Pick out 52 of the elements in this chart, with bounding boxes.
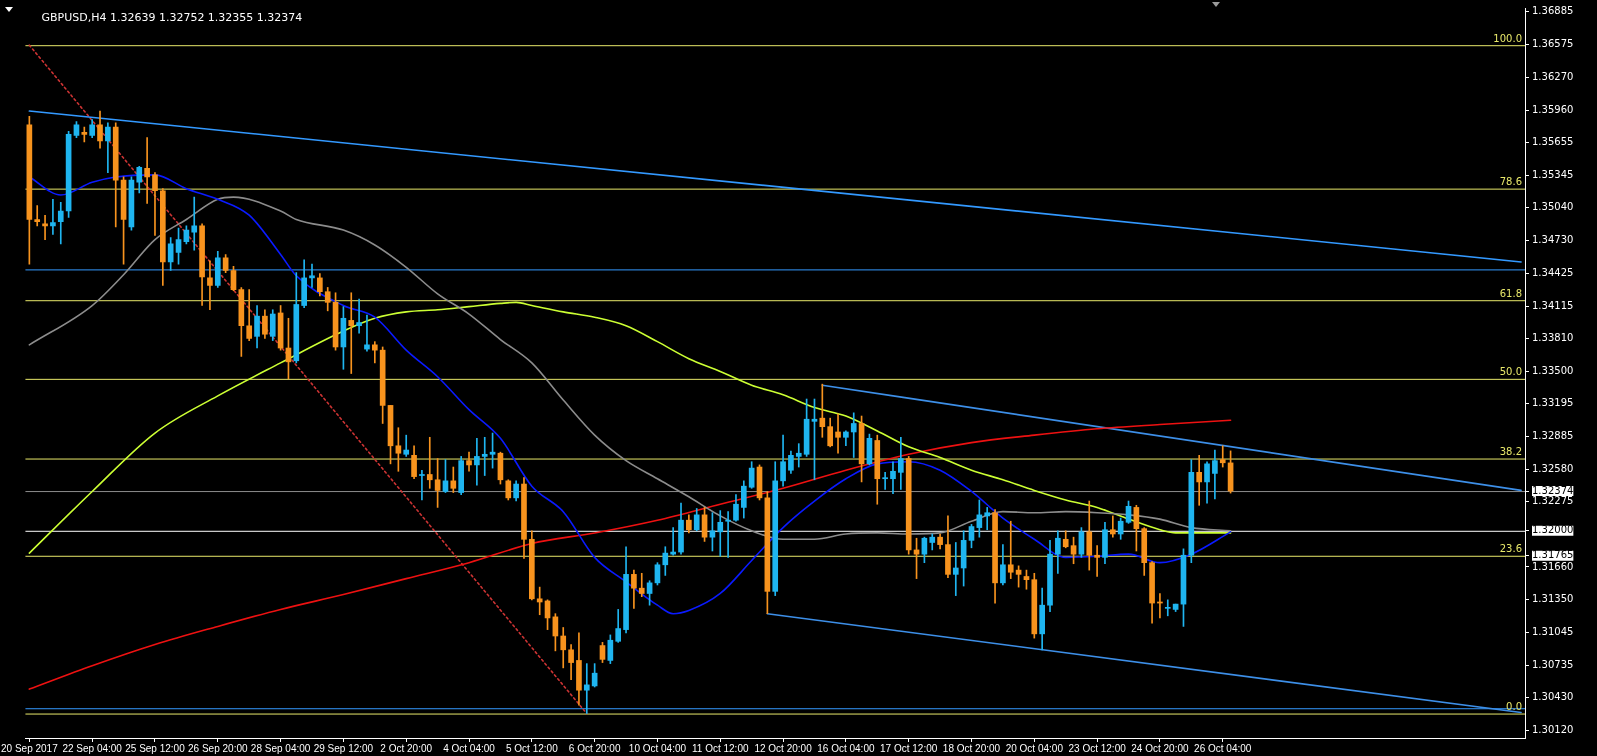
x-tick-label: 25 Sep 12:00	[125, 742, 186, 754]
y-tick-label: 1.33195	[1532, 397, 1574, 409]
y-tick-label: 1.30735	[1532, 658, 1574, 670]
x-tick-label: 23 Oct 12:00	[1068, 742, 1127, 754]
x-tick-label: 5 Oct 12:00	[505, 742, 559, 754]
y-tick-label: 1.32275	[1532, 495, 1574, 507]
y-tick-label: 1.35655	[1532, 136, 1574, 148]
y-tick-label: 1.32374	[1532, 484, 1574, 496]
y-tick-label: 1.34115	[1532, 299, 1574, 311]
annotation: 23.6	[1499, 543, 1522, 555]
y-tick-label: 1.35040	[1532, 201, 1574, 213]
x-tick-label: 22 Sep 04:00	[62, 742, 123, 754]
x-tick-label: 12 Oct 20:00	[754, 742, 813, 754]
y-tick-label: 1.30430	[1532, 691, 1574, 703]
y-tick-label: 1.36885	[1532, 5, 1574, 17]
y-tick-label: 1.32580	[1532, 462, 1574, 474]
annotation: 50.0	[1499, 366, 1522, 378]
x-tick-label: 24 Oct 20:00	[1131, 742, 1189, 754]
x-tick-label: 26 Sep 20:00	[188, 742, 248, 754]
x-tick-label: 20 Sep 2017	[1, 742, 59, 754]
y-tick-label: 1.31350	[1532, 593, 1574, 605]
x-tick-label: 11 Oct 12:00	[691, 742, 749, 754]
y-tick-label: 1.35960	[1532, 103, 1574, 115]
y-tick-label: 1.31765	[1532, 549, 1574, 561]
y-tick-label: 1.34730	[1532, 234, 1574, 246]
x-tick-label: 6 Oct 20:00	[568, 742, 621, 754]
x-tick-label: 20 Oct 04:00	[1005, 742, 1064, 754]
x-tick-label: 17 Oct 12:00	[880, 742, 938, 754]
y-tick-label: 1.32000	[1532, 524, 1574, 536]
x-tick-label: 4 Oct 04:00	[443, 742, 496, 754]
y-tick-label: 1.32885	[1532, 430, 1574, 442]
y-tick-label: 1.36575	[1532, 38, 1574, 50]
y-tick-label: 1.31660	[1532, 560, 1574, 572]
x-tick-label: 29 Sep 12:00	[313, 742, 374, 754]
annotation: 61.8	[1499, 287, 1522, 299]
y-tick-label: 1.36270	[1532, 70, 1574, 82]
annotation: 38.2	[1499, 446, 1522, 458]
y-tick-label: 1.31045	[1532, 625, 1574, 637]
x-tick-label: 26 Oct 04:00	[1194, 742, 1252, 754]
chart-title: GBPUSD,H4 1.32639 1.32752 1.32355 1.32374	[41, 10, 303, 24]
annotation: 78.6	[1499, 176, 1522, 188]
y-tick-label: 1.35345	[1532, 168, 1574, 180]
x-tick-label: 10 Oct 04:00	[628, 742, 687, 754]
y-tick-label: 1.30120	[1532, 724, 1574, 736]
y-tick-label: 1.34425	[1532, 266, 1574, 278]
y-tick-label: 1.33500	[1532, 365, 1574, 376]
annotation: 100.0	[1493, 32, 1522, 44]
x-tick-label: 16 Oct 04:00	[817, 742, 875, 754]
x-tick-label: 28 Sep 04:00	[250, 742, 311, 754]
x-tick-label: 18 Oct 20:00	[942, 742, 1001, 754]
x-tick-label: 2 Oct 20:00	[380, 742, 433, 754]
y-tick-label: 1.33810	[1532, 332, 1574, 344]
